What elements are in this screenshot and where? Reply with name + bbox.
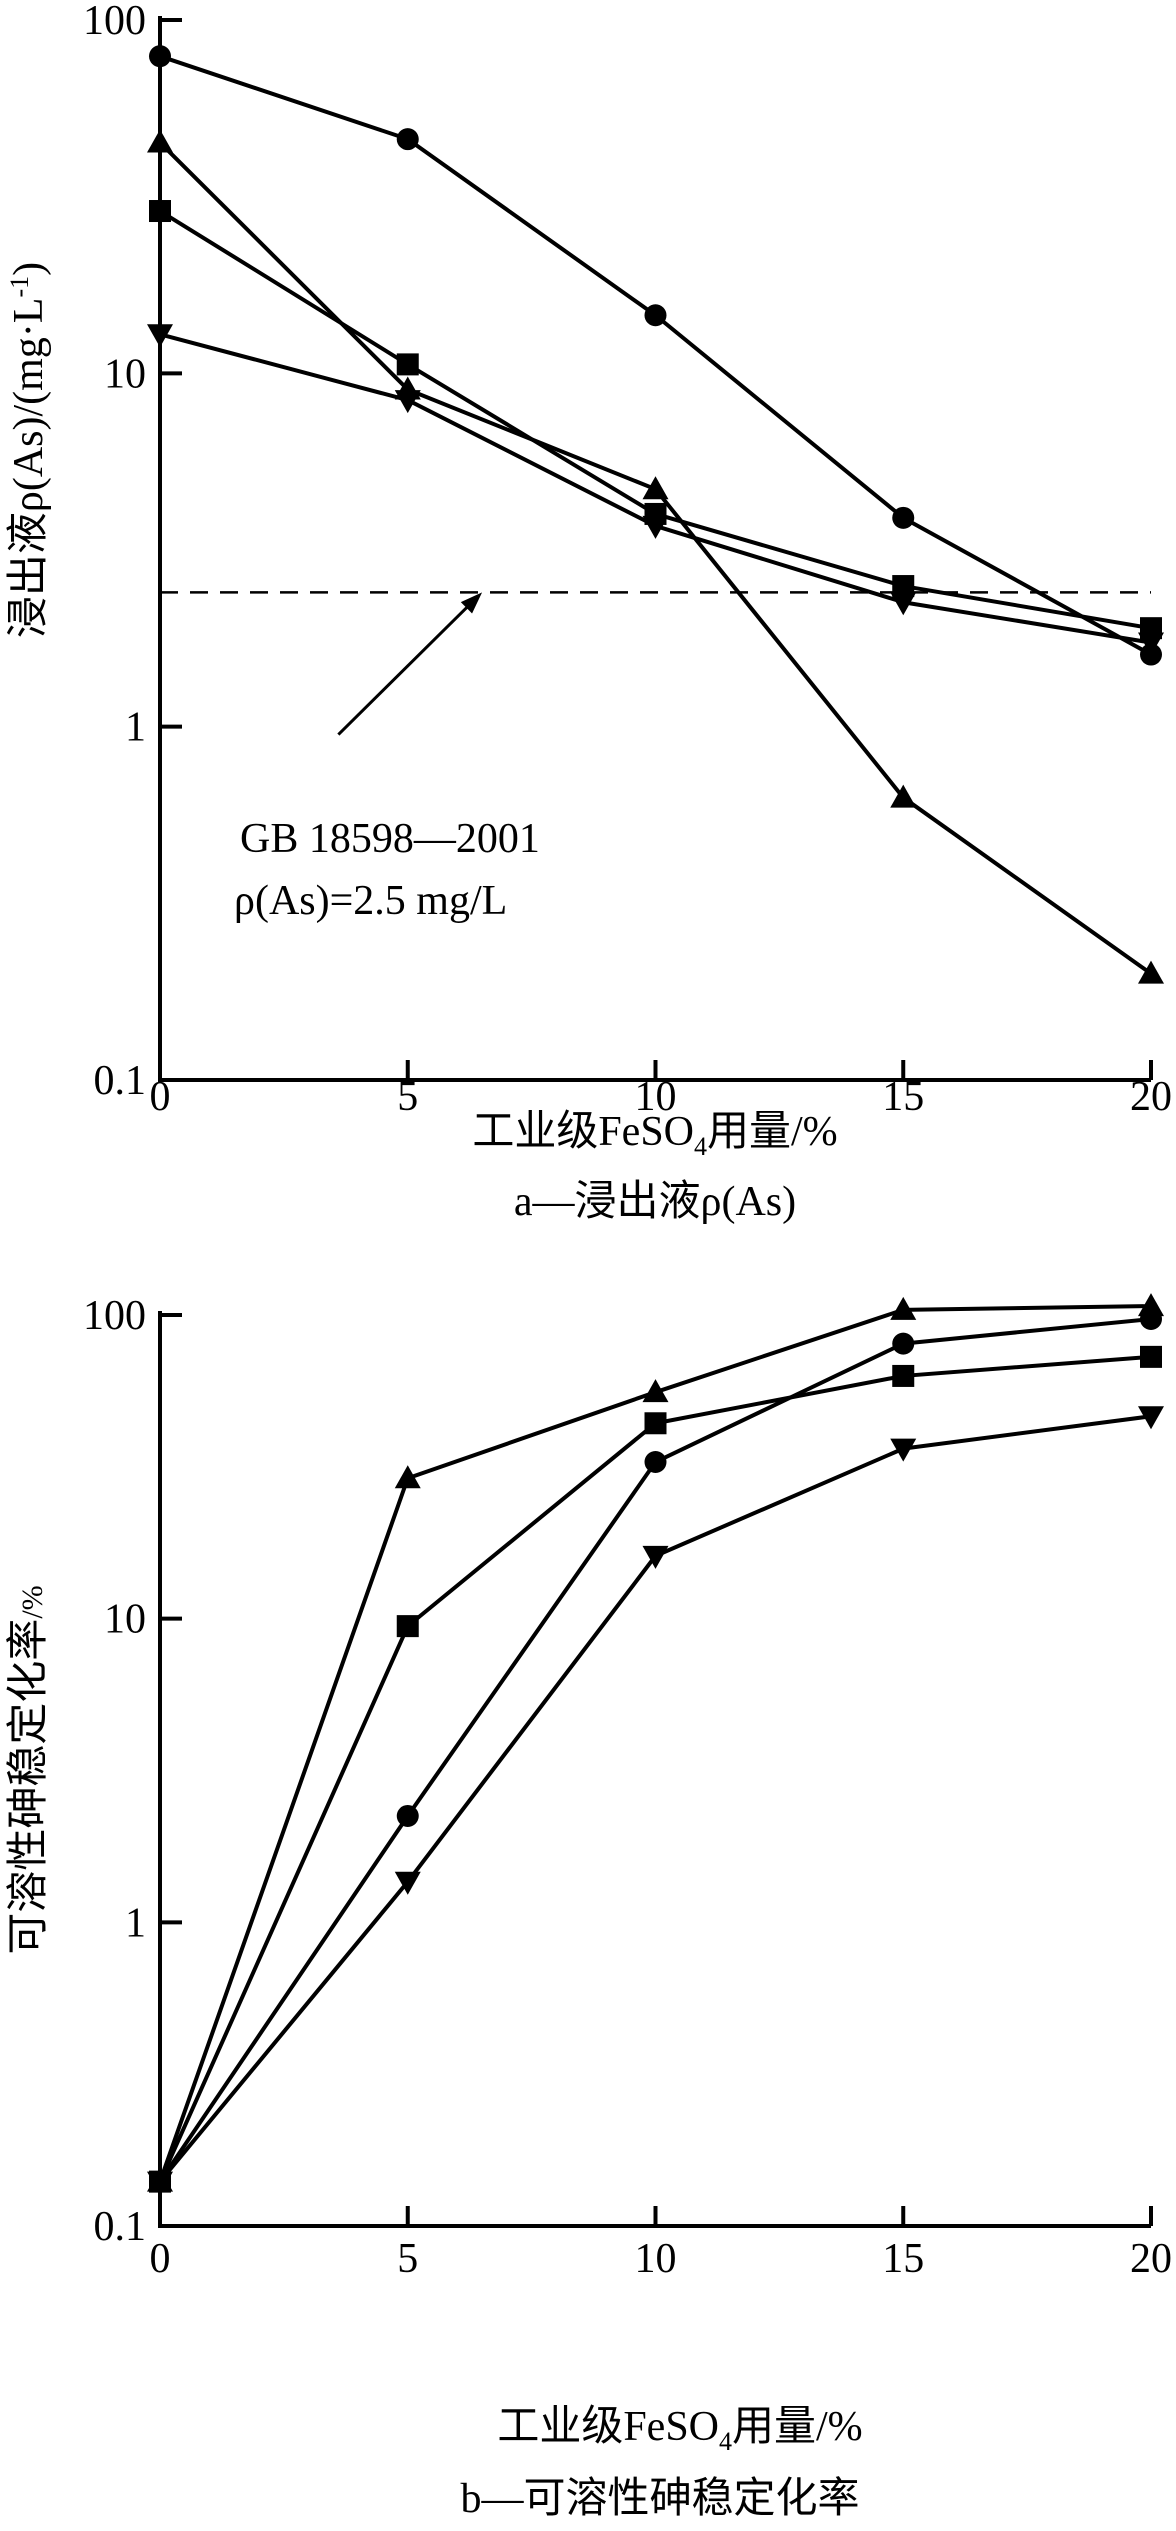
- chart-a-y-tick-label: 100: [83, 0, 146, 44]
- chart-a-arrowhead-icon: [460, 592, 483, 614]
- chart-b-point-triangle-down: [642, 1545, 669, 1569]
- chart-b-point-triangle-down: [1138, 1406, 1164, 1430]
- chart-b-point-triangle-up: [642, 1379, 669, 1403]
- chart-a-point-square: [396, 353, 419, 376]
- chart-a-x-tick-label: 10: [635, 1074, 677, 1120]
- chart-a-point-circle: [892, 506, 915, 529]
- chart-b-marks: [147, 1293, 1164, 2195]
- chart-a-y-tick-label: 0.1: [94, 1058, 147, 1104]
- chart-a-point-circle: [396, 128, 419, 151]
- chart-b-x-axis-label: 工业级FeSO4用量/%: [497, 2404, 862, 2456]
- chart-b-point-square: [1140, 1345, 1162, 1368]
- chart-a-x-tick-label: 5: [397, 1074, 418, 1120]
- chart-a-y-tick-label: 10: [104, 351, 146, 397]
- chart-a-x-tick-label: 15: [882, 1074, 924, 1120]
- chart-b-caption: b—可溶性砷稳定化率: [460, 2475, 859, 2522]
- chart-a-y-axis-label: 浸出液ρ(As)/(mg·L-1): [5, 262, 52, 638]
- chart-b-y-tick-label: 100: [83, 1293, 146, 1339]
- chart-a-series-line-circle: [159, 54, 1152, 657]
- chart-a-series-line-square: [158, 209, 1152, 631]
- chart-a-y-tick-label: 1: [125, 705, 146, 751]
- chart-a-axes: 0.1 1 10 100 0 5 10 15 20: [83, 0, 1172, 1120]
- chart-b-y-tick-label: 10: [104, 1597, 146, 1643]
- chart-b-series-line-triangle-down: [158, 1414, 1152, 2183]
- chart-b-point-square: [396, 1615, 419, 1638]
- chart-a-caption: a—浸出液ρ(As): [514, 1179, 796, 1225]
- chart-a-point-circle: [644, 304, 667, 327]
- chart-b-point-square: [892, 1364, 915, 1387]
- chart-a-x-tick-label: 20: [1130, 1074, 1172, 1120]
- chart-b-series-line-circle: [158, 1317, 1152, 2183]
- chart-a-marks: [147, 45, 1164, 984]
- chart-b-point-circle: [396, 1804, 419, 1827]
- chart-a-point-triangle-down: [890, 592, 917, 616]
- chart-a-annotation-arrow: [337, 601, 474, 736]
- chart-b-point-triangle-down: [394, 1871, 421, 1895]
- chart-b-point-circle: [644, 1451, 667, 1474]
- chart-a-annotation-standard: GB 18598—2001: [240, 816, 540, 862]
- chart-a-point-square: [892, 575, 915, 598]
- chart-b-point-triangle-up: [890, 1296, 917, 1320]
- chart-a-leachate-arsenic: 0.1 1 10 100 0 5 10 15 20 浸出液ρ(As)/(mg·L-1) 工业级F…: [5, 0, 1172, 1225]
- chart-a-point-triangle-up: [642, 476, 669, 500]
- chart-b-point-square: [644, 1412, 667, 1435]
- chart-a-point-triangle-down: [394, 390, 421, 414]
- chart-b-x-tick-label: 0: [150, 2236, 171, 2282]
- chart-a-annotation-limit: ρ(As)=2.5 mg/L: [234, 878, 507, 924]
- chart-a-point-triangle-down: [1138, 632, 1164, 656]
- chart-b-stabilization-rate: 0.1 1 10 100 0 5 10 15 20 可溶性砷稳定化率/% 工业级FeSO4用量/…: [5, 1293, 1172, 2522]
- chart-b-series-line-square: [158, 1354, 1152, 2183]
- chart-b-y-axis-label: 可溶性砷稳定化率/%: [5, 1585, 52, 1954]
- chart-a-point-triangle-down: [642, 515, 669, 539]
- chart-b-x-tick-label: 10: [635, 2236, 677, 2282]
- chart-b-x-tick-label: 20: [1130, 2236, 1172, 2282]
- chart-a-x-tick-label: 0: [150, 1074, 171, 1120]
- chart-b-point-triangle-down: [890, 1438, 917, 1462]
- chart-b-x-tick-label: 15: [882, 2236, 924, 2282]
- chart-b-x-tick-label: 5: [397, 2236, 418, 2282]
- chart-b-axes: 0.1 1 10 100 0 5 10 15 20: [83, 1293, 1172, 2282]
- chart-b-y-tick-label: 0.1: [94, 2204, 147, 2250]
- chart-a-point-triangle-up: [1138, 960, 1164, 984]
- chart-b-point-circle: [1140, 1308, 1162, 1331]
- chart-a-point-triangle-up: [890, 784, 917, 808]
- chart-b-point-circle: [892, 1332, 915, 1355]
- chart-b-point-triangle-up: [394, 1465, 421, 1489]
- chart-a-x-axis-label: 工业级FeSO4用量/%: [472, 1109, 837, 1161]
- chart-b-y-tick-label: 1: [125, 1900, 146, 1946]
